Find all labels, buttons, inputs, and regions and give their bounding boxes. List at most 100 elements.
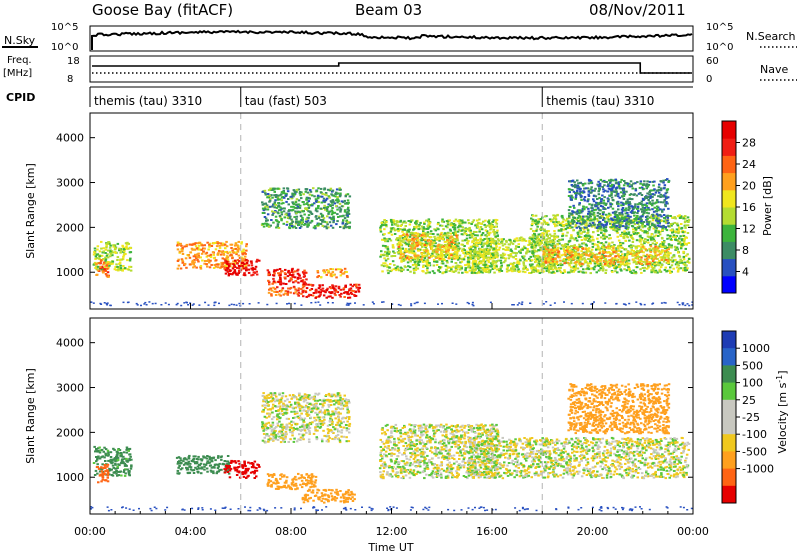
echo-cell (492, 242, 496, 245)
echo-cell (600, 229, 603, 232)
echo-cell (280, 202, 283, 205)
echo-cell (305, 218, 308, 221)
echo-cell (346, 193, 350, 196)
echo-cell (432, 250, 435, 253)
echo-cell (317, 205, 320, 207)
freq-label: Freq. (7, 55, 32, 66)
echo-cell (457, 271, 460, 274)
echo-cell (284, 283, 288, 285)
echo-cell (473, 263, 476, 266)
echo-cell (419, 255, 423, 258)
echo-cell (568, 254, 572, 257)
echo-cell (617, 253, 620, 256)
echo-cell (480, 250, 484, 253)
echo-cell (484, 229, 488, 232)
echo-cell (685, 242, 688, 245)
echo-cell (510, 241, 513, 244)
echo-cell (556, 270, 559, 273)
echo-cell (419, 242, 422, 245)
echo-cell (553, 235, 556, 238)
echo-cell (415, 264, 418, 267)
echo-cell (556, 236, 559, 239)
echo-cell (286, 187, 290, 190)
echo-cell (656, 224, 659, 227)
echo-cell (631, 237, 634, 240)
echo-cell (569, 251, 573, 254)
echo-cell (441, 260, 444, 263)
echo-cell (266, 269, 270, 272)
echo-cell (280, 289, 284, 292)
echo-cell (474, 248, 477, 251)
echo-cell (435, 260, 439, 263)
echo-cell (309, 294, 312, 297)
echo-cell (657, 261, 660, 264)
echo-cell (647, 228, 651, 231)
echo-cell (554, 225, 557, 228)
echo-cell (609, 222, 612, 225)
echo-cell (195, 247, 199, 250)
echo-cell (677, 226, 681, 229)
echo-cell (654, 245, 657, 248)
echo-cell (616, 261, 620, 264)
echo-cell (226, 252, 229, 255)
echo-cell (425, 254, 429, 257)
echo-cell (576, 231, 579, 234)
echo-cell (384, 250, 387, 253)
echo-cell (563, 270, 567, 273)
echo-cell (125, 243, 129, 246)
echo-cell (601, 269, 605, 272)
echo-cell (599, 250, 602, 253)
echo-cell (312, 292, 316, 294)
echo-cell (284, 268, 287, 271)
echo-cell (522, 270, 525, 273)
echo-cell (298, 192, 302, 195)
echo-cell (627, 218, 631, 221)
echo-cell (446, 226, 449, 229)
echo-cell (587, 247, 591, 250)
echo-cell (322, 294, 326, 297)
echo-cell (496, 238, 500, 241)
echo-cell (436, 248, 440, 250)
cpid-segment: themis (tau) 3310 (541, 87, 654, 108)
echo-cell (635, 251, 638, 254)
echo-cell (192, 263, 195, 266)
echo-cell (466, 250, 469, 253)
echo-cell (455, 251, 459, 254)
echo-cell (305, 188, 308, 191)
echo-cell (548, 248, 551, 251)
echo-cell (290, 225, 294, 227)
echo-cell (289, 286, 293, 289)
echo-cell (497, 239, 501, 242)
echo-cell (438, 266, 442, 269)
echo-cell (481, 263, 485, 266)
echo-cell (568, 264, 571, 267)
echo-cell (390, 220, 393, 223)
echo-cell (612, 262, 616, 265)
echo-cell (643, 258, 647, 261)
echo-cell (306, 208, 309, 211)
echo-cell (218, 246, 222, 249)
echo-cell (491, 237, 495, 240)
echo-cell (241, 262, 245, 264)
echo-cell (442, 271, 445, 274)
echo-cell (680, 238, 684, 241)
echo-cell (522, 261, 525, 264)
echo-cell (287, 271, 290, 274)
echo-cell (336, 220, 339, 223)
echo-cell (268, 205, 272, 208)
echo-cell (476, 267, 479, 270)
echo-cell (488, 248, 492, 251)
echo-cell (562, 258, 566, 260)
echo-cell (279, 216, 282, 219)
echo-cell (680, 239, 684, 242)
echo-cell (297, 224, 301, 226)
echo-cell (379, 255, 382, 258)
echo-cell (628, 182, 631, 185)
echo-cell (511, 262, 515, 265)
echo-cell (264, 202, 268, 205)
echo-cell (338, 187, 341, 190)
echo-cell (603, 246, 606, 249)
echo-cell (621, 242, 625, 245)
echo-cell (125, 247, 128, 249)
echo-cell (308, 210, 312, 213)
